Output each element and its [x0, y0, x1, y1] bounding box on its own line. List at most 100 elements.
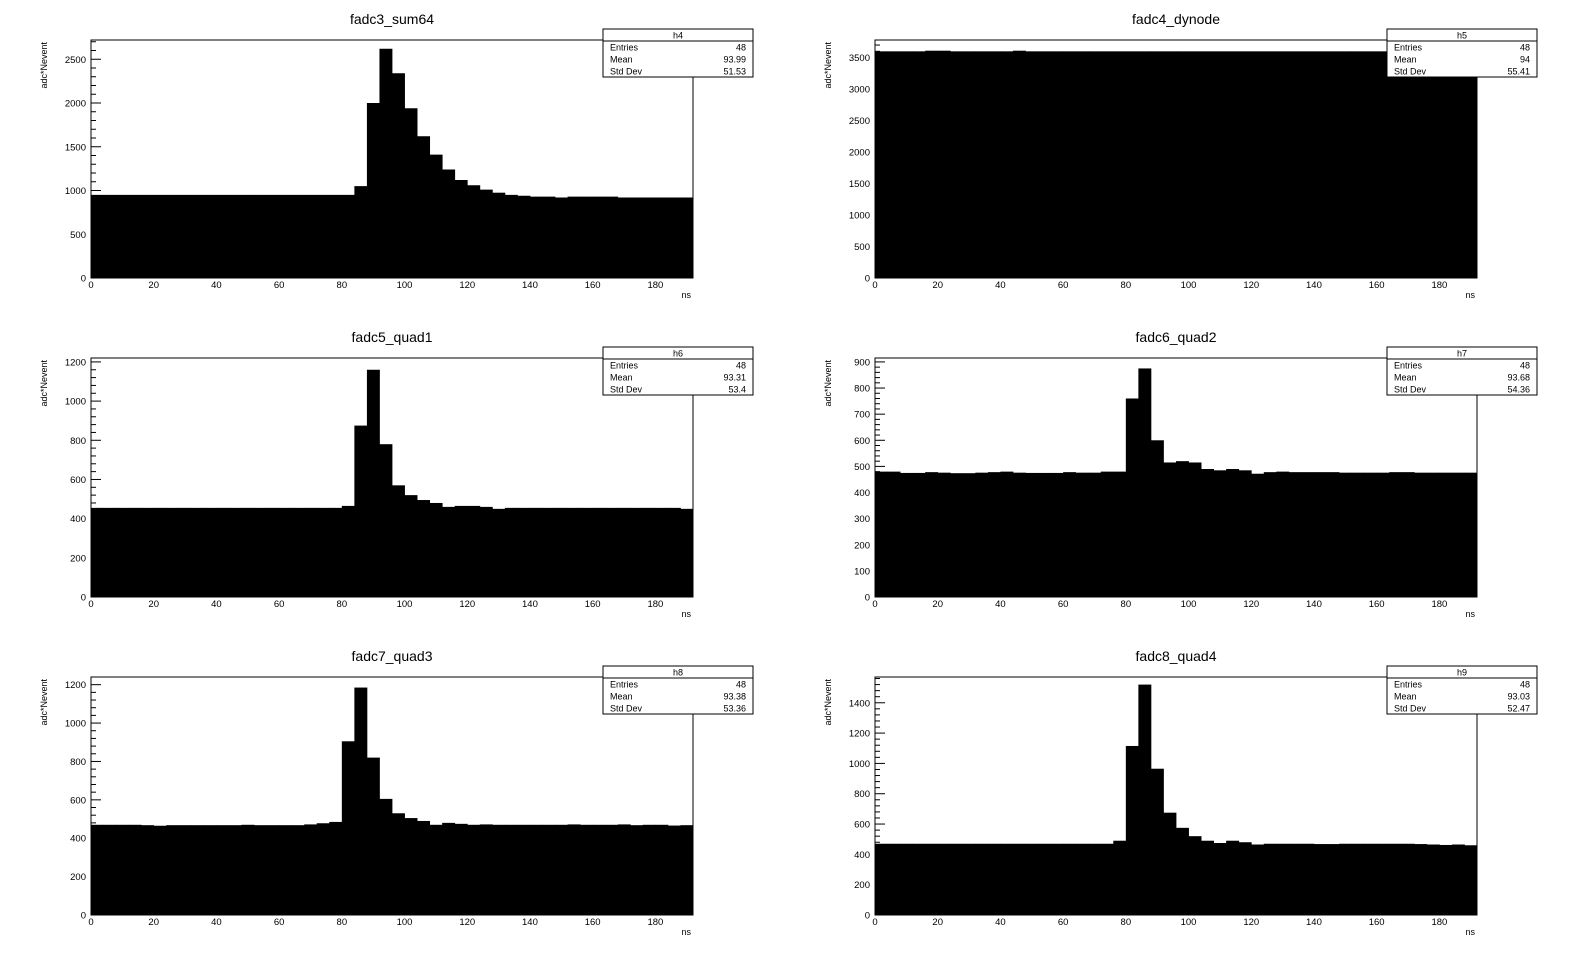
- histogram-bar: [1426, 472, 1440, 597]
- y-tick-label: 100: [854, 566, 870, 577]
- histogram-bar: [116, 824, 130, 915]
- histogram-bar: [467, 505, 481, 597]
- x-tick-label: 120: [459, 599, 475, 610]
- y-tick-label: 1000: [65, 719, 86, 730]
- histogram-bar: [680, 508, 694, 597]
- histogram-bar: [900, 843, 914, 915]
- y-tick-label: 1400: [849, 698, 870, 709]
- histogram-bar: [529, 824, 543, 915]
- histogram-bar: [529, 507, 543, 597]
- histogram-bar: [266, 507, 280, 597]
- x-tick-label: 0: [88, 917, 93, 928]
- histogram-bar: [1313, 844, 1327, 915]
- x-tick-label: 40: [995, 280, 1006, 291]
- histogram-bar: [1301, 51, 1315, 279]
- x-tick-label: 40: [211, 280, 222, 291]
- histogram-bar: [1464, 472, 1478, 597]
- y-tick-label: 2000: [849, 148, 870, 159]
- histogram-bar: [141, 194, 155, 278]
- histogram-bar: [655, 197, 669, 278]
- histogram-bar: [1038, 51, 1051, 279]
- stats-value: 48: [1520, 361, 1530, 371]
- histogram-bar: [1364, 843, 1378, 915]
- histogram-bar: [642, 507, 656, 597]
- histogram-bar: [1201, 840, 1215, 915]
- x-tick-label: 20: [148, 917, 159, 928]
- histogram-bar: [1251, 844, 1265, 915]
- histogram-bar: [1012, 50, 1026, 278]
- histogram-bar: [987, 843, 1001, 915]
- histogram-bar: [1138, 368, 1152, 597]
- histogram-bar: [504, 507, 518, 597]
- histogram-bar: [166, 194, 180, 278]
- histogram-bar: [1088, 51, 1102, 279]
- stats-label: Std Dev: [610, 385, 643, 395]
- histogram-bar: [291, 825, 305, 915]
- histogram-bar: [1238, 842, 1252, 915]
- y-tick-label: 600: [70, 795, 86, 806]
- y-tick-label: 300: [854, 514, 870, 525]
- histogram-bar: [925, 50, 939, 278]
- chart-title: fadc4_dynode: [1132, 11, 1220, 27]
- x-axis-label: ns: [1465, 927, 1475, 937]
- histogram-bar: [1414, 51, 1428, 279]
- histogram-bar: [379, 444, 393, 597]
- histogram-bar: [1100, 471, 1114, 597]
- histogram-bar: [987, 51, 1001, 279]
- x-tick-label: 80: [1121, 280, 1132, 291]
- y-tick-label: 800: [854, 384, 870, 395]
- y-tick-label: 2500: [65, 55, 86, 66]
- histogram-bar: [1288, 472, 1302, 597]
- y-tick-label: 2000: [65, 99, 86, 110]
- x-tick-label: 180: [647, 599, 663, 610]
- histogram-bar: [542, 824, 556, 915]
- histogram-bar: [429, 824, 443, 915]
- histogram-bar: [1414, 472, 1428, 597]
- y-axis-label: adc*Nevent: [823, 679, 833, 726]
- histogram-bar: [617, 507, 631, 597]
- y-tick-label: 400: [854, 488, 870, 499]
- histogram-bar: [191, 507, 205, 597]
- histogram-bar: [605, 507, 619, 597]
- histogram-bar: [1088, 843, 1102, 915]
- histogram-bar: [1050, 472, 1064, 597]
- x-tick-label: 160: [585, 599, 601, 610]
- y-tick-label: 400: [70, 514, 86, 525]
- y-tick-label: 600: [70, 475, 86, 486]
- histogram-bar: [178, 194, 192, 278]
- histogram-bar: [1176, 461, 1189, 597]
- histogram-bar: [1451, 51, 1465, 279]
- y-axis-label: adc*Nevent: [39, 679, 49, 726]
- histogram-bar: [1150, 768, 1164, 915]
- histogram-bar: [617, 824, 631, 915]
- histogram-bar: [975, 472, 989, 597]
- stats-box: [602, 665, 754, 715]
- stats-box: [1386, 28, 1538, 78]
- histogram-bar: [1326, 472, 1340, 597]
- histogram-bar: [1012, 472, 1026, 597]
- histogram-bar: [178, 825, 192, 915]
- stats-value: 53.36: [723, 704, 746, 714]
- histogram-bar: [504, 194, 518, 278]
- histogram-bar: [492, 508, 506, 597]
- x-tick-label: 180: [647, 917, 663, 928]
- histogram-bar: [479, 824, 493, 915]
- x-tick-label: 20: [148, 599, 159, 610]
- histogram-bar: [291, 507, 305, 597]
- histogram-bar: [128, 507, 142, 597]
- y-tick-label: 700: [854, 410, 870, 421]
- x-tick-label: 0: [872, 917, 877, 928]
- x-tick-label: 60: [1058, 599, 1069, 610]
- y-tick-label: 1200: [65, 680, 86, 691]
- x-tick-label: 180: [1431, 599, 1447, 610]
- x-tick-label: 80: [1121, 599, 1132, 610]
- histogram-bar: [379, 798, 393, 915]
- histogram-bar: [266, 825, 280, 915]
- stats-label: Entries: [1394, 361, 1423, 371]
- histogram-bar: [404, 108, 418, 278]
- histogram-bar: [1188, 51, 1202, 279]
- histogram-bar: [103, 824, 117, 915]
- stats-value: 48: [1520, 43, 1530, 53]
- histogram-bar: [1339, 843, 1352, 915]
